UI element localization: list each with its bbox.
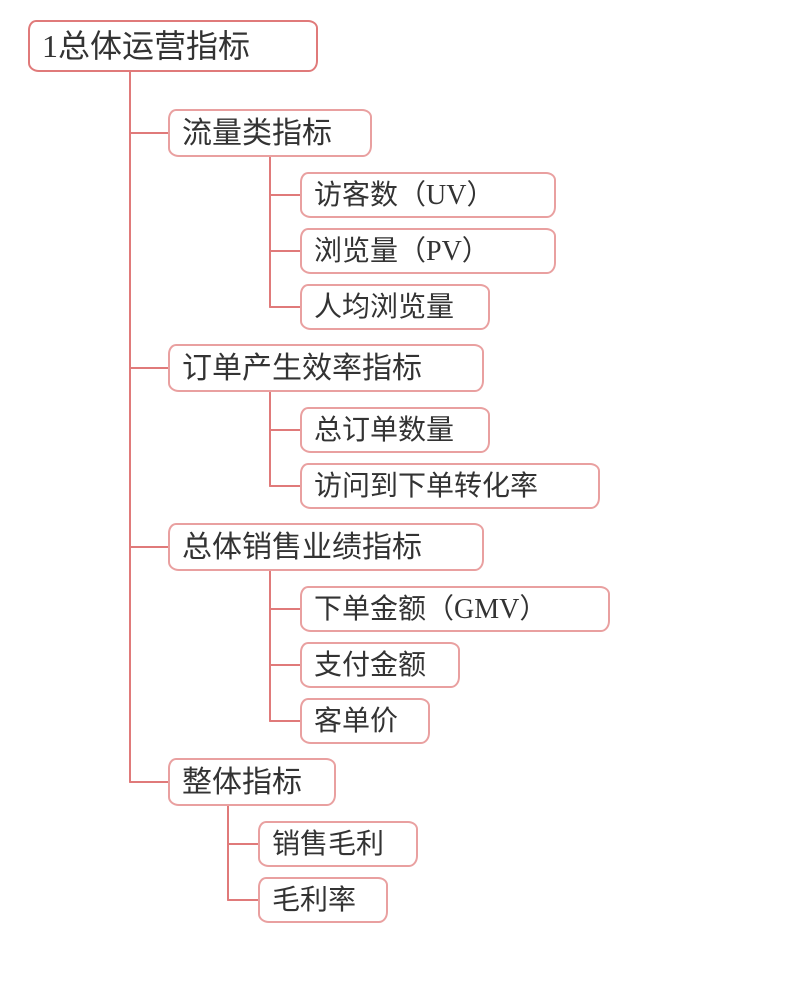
tree-node: 销售毛利 [258, 821, 418, 867]
tree-node-label: 1总体运营指标 [42, 28, 250, 64]
tree-node: 订单产生效率指标 [168, 344, 484, 392]
tree-node-label: 总订单数量 [314, 415, 454, 446]
tree-node-label: 订单产生效率指标 [182, 352, 422, 385]
tree-node: 访问到下单转化率 [300, 463, 600, 509]
tree-node-label: 人均浏览量 [314, 292, 454, 323]
tree-node-label: 毛利率 [272, 885, 356, 916]
tree-node: 总体销售业绩指标 [168, 523, 484, 571]
tree-node: 总订单数量 [300, 407, 490, 453]
tree-node: 流量类指标 [168, 109, 372, 157]
tree-diagram: 1总体运营指标流量类指标访客数（UV）浏览量（PV）人均浏览量订单产生效率指标总… [0, 0, 800, 981]
tree-node-label: 支付金额 [314, 650, 426, 681]
tree-node: 1总体运营指标 [28, 20, 318, 72]
tree-node-label: 访客数（UV） [314, 180, 494, 211]
tree-node-label: 下单金额（GMV） [314, 594, 547, 625]
tree-node: 支付金额 [300, 642, 460, 688]
tree-node: 毛利率 [258, 877, 388, 923]
tree-node-label: 总体销售业绩指标 [182, 531, 422, 564]
tree-node-label: 访问到下单转化率 [314, 471, 538, 502]
tree-node-label: 销售毛利 [272, 829, 384, 860]
tree-node: 客单价 [300, 698, 430, 744]
tree-node: 整体指标 [168, 758, 336, 806]
tree-node: 浏览量（PV） [300, 228, 556, 274]
tree-node-label: 整体指标 [182, 766, 302, 799]
tree-node: 访客数（UV） [300, 172, 556, 218]
tree-node: 下单金额（GMV） [300, 586, 610, 632]
tree-node-label: 客单价 [314, 706, 398, 737]
tree-node-label: 浏览量（PV） [314, 236, 490, 267]
tree-node: 人均浏览量 [300, 284, 490, 330]
tree-node-label: 流量类指标 [182, 117, 332, 150]
